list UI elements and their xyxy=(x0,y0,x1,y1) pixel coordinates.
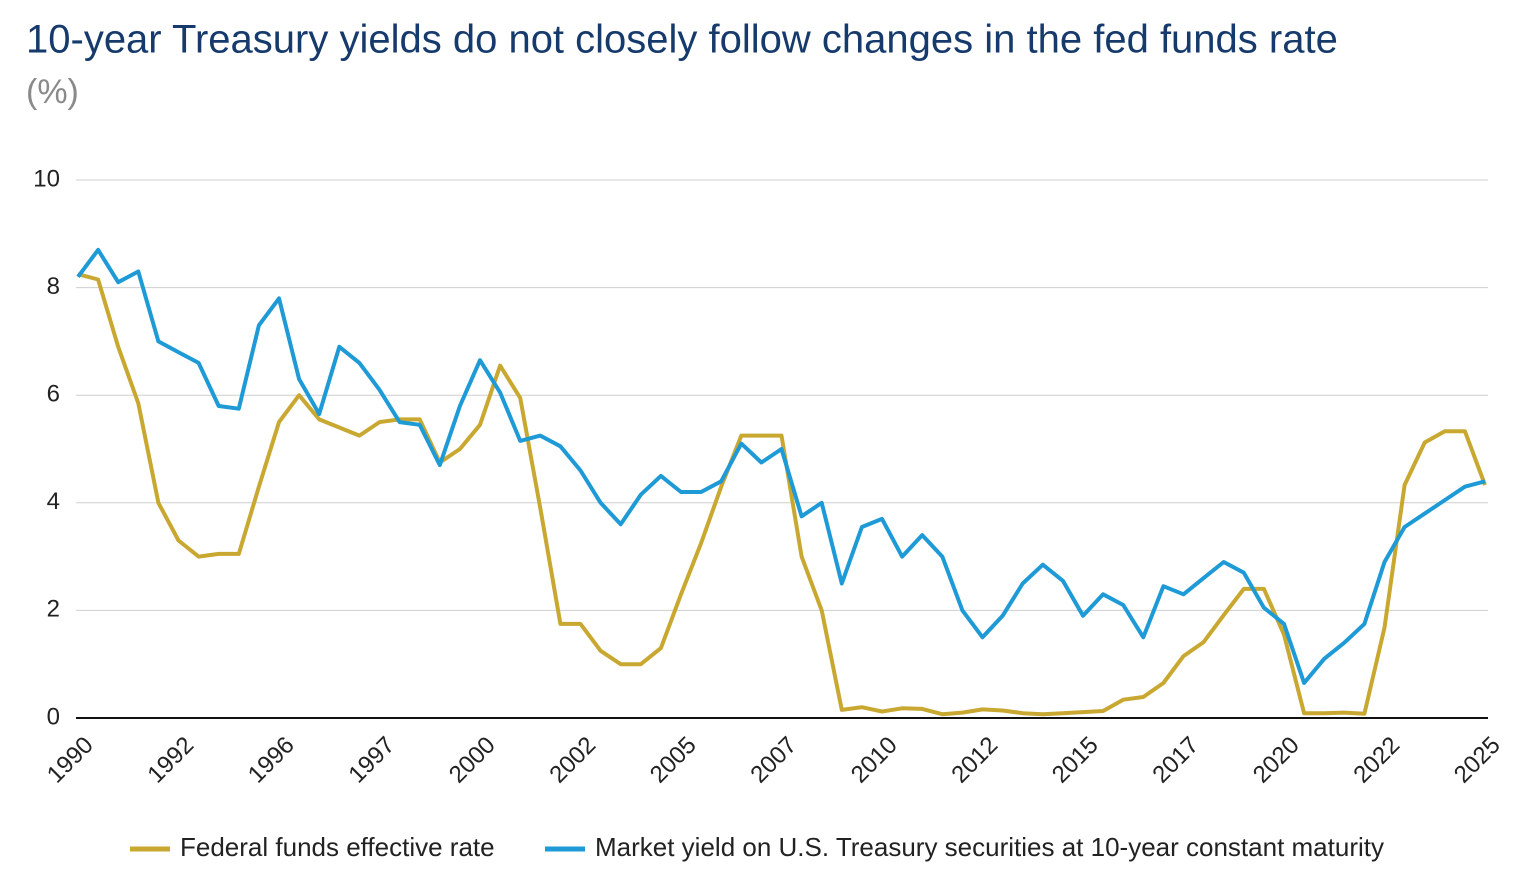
legend-label: Federal funds effective rate xyxy=(180,832,495,862)
y-tick-label: 2 xyxy=(47,596,60,623)
x-tick-label: 1996 xyxy=(243,732,300,789)
chart-title: 10-year Treasury yields do not closely f… xyxy=(26,18,1338,62)
y-tick-label: 6 xyxy=(47,381,60,408)
y-tick-label: 8 xyxy=(47,273,60,300)
x-tick-label: 1990 xyxy=(42,732,99,789)
x-tick-label: 2000 xyxy=(444,732,501,789)
chart-subtitle: (%) xyxy=(26,73,79,111)
x-tick-label: 1992 xyxy=(142,732,199,789)
x-tick-label: 2015 xyxy=(1047,732,1104,789)
x-tick-label: 2012 xyxy=(946,732,1003,789)
legend-label: Market yield on U.S. Treasury securities… xyxy=(595,832,1384,862)
x-tick-label: 2022 xyxy=(1348,732,1405,789)
x-tick-label: 2025 xyxy=(1449,732,1506,789)
x-tick-label: 2007 xyxy=(745,732,802,789)
x-tick-label: 1997 xyxy=(343,732,400,789)
x-tick-label: 2017 xyxy=(1147,732,1204,789)
y-tick-label: 0 xyxy=(47,703,60,730)
x-tick-label: 2020 xyxy=(1248,732,1305,789)
y-tick-label: 10 xyxy=(33,165,60,192)
series-line xyxy=(77,272,1487,717)
y-tick-label: 4 xyxy=(47,488,60,515)
x-tick-label: 2002 xyxy=(544,732,601,789)
x-tick-label: 2010 xyxy=(846,732,903,789)
series-line xyxy=(76,247,1486,685)
x-tick-label: 2005 xyxy=(645,732,702,789)
